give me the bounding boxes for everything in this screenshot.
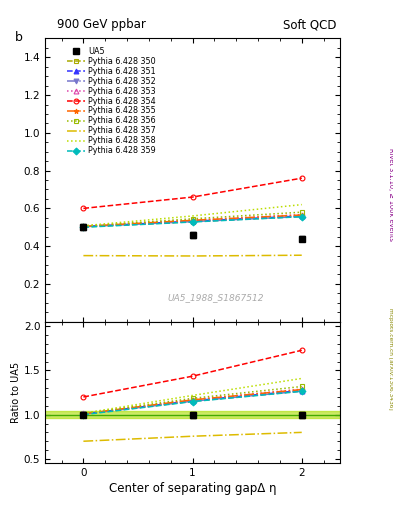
Text: mcplots.cern.ch [arXiv:1306.3436]: mcplots.cern.ch [arXiv:1306.3436] [388,308,393,409]
Y-axis label: Ratio to UA5: Ratio to UA5 [11,362,21,423]
Text: UA5_1988_S1867512: UA5_1988_S1867512 [168,293,264,302]
X-axis label: Center of separating gapΔ η: Center of separating gapΔ η [109,482,276,496]
Text: 900 GeV ppbar: 900 GeV ppbar [57,18,146,31]
Y-axis label: b: b [15,31,23,44]
Legend: UA5, Pythia 6.428 350, Pythia 6.428 351, Pythia 6.428 352, Pythia 6.428 353, Pyt: UA5, Pythia 6.428 350, Pythia 6.428 351,… [67,47,156,155]
Text: Soft QCD: Soft QCD [283,18,337,31]
Text: Rivet 3.1.10, ≥ 100k events: Rivet 3.1.10, ≥ 100k events [388,148,393,241]
